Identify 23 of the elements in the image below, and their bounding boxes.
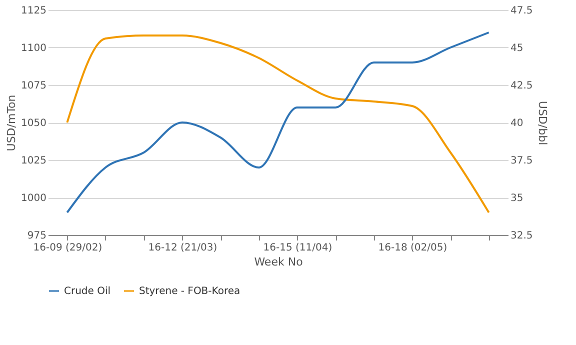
y-tick-label: 1075	[21, 80, 46, 92]
x-axis-title: Week No	[254, 256, 304, 268]
y-tick-label: 1100	[21, 43, 46, 54]
y-tick-label: 1125	[21, 6, 46, 16]
y2-tick-label: 37.5	[510, 156, 533, 166]
y-tick-label: 975	[27, 230, 46, 242]
legend-label: Styrene - FOB-Korea	[139, 286, 240, 297]
x-tick-label: 16-12 (21/03)	[148, 242, 218, 254]
x-tick-label: 16-15 (11/04)	[263, 242, 332, 254]
y2-tick-label: 40	[510, 118, 524, 129]
y2-tick-label: 42.5	[510, 80, 533, 92]
x-tick-label: 16-09 (29/02)	[33, 242, 102, 254]
y2-tick-label: 32.5	[510, 230, 533, 242]
y2-axis-title: USD/bbl	[536, 100, 549, 146]
y2-tick-label: 47.5	[510, 6, 533, 16]
y-tick-label: 1050	[21, 118, 46, 129]
y2-tick-label: 35	[510, 193, 524, 204]
x-tick-label: 16-18 (02/05)	[378, 242, 448, 254]
y2-tick-label: 45	[510, 43, 524, 54]
y-axis-title: USD/mTon	[5, 94, 18, 152]
y-tick-label: 1025	[21, 156, 46, 166]
y-tick-label: 1000	[21, 193, 46, 204]
legend-label: Crude Oil	[64, 286, 111, 297]
